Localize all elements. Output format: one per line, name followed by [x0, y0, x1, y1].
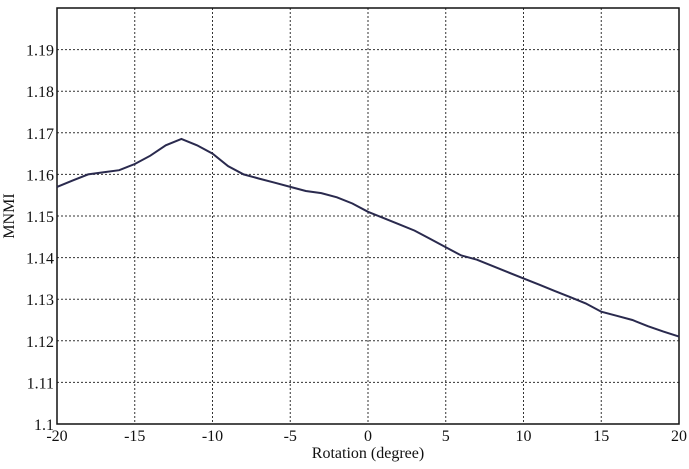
- y-tick-label: 1.13: [26, 292, 54, 309]
- x-tick-label: 5: [442, 428, 450, 445]
- x-axis-label: Rotation (degree): [312, 445, 424, 462]
- axis-ticks: -20 -15 -10 -5 0 5 10 15 20 1.1 1.11 1.12 1.13 1.14 1.…: [26, 43, 687, 445]
- plot-frame: [56, 7, 680, 425]
- y-tick-label: 1.15: [26, 209, 54, 226]
- y-tick-label: 1.19: [26, 43, 54, 60]
- x-tick-label: -20: [46, 428, 67, 445]
- y-tick-label: 1.17: [26, 126, 54, 143]
- y-tick-label: 1.12: [26, 334, 54, 351]
- x-tick-label: -10: [202, 428, 223, 445]
- y-tick-label: 1.11: [27, 375, 54, 392]
- y-tick-label: 1.1: [34, 417, 54, 434]
- x-tick-label: 0: [364, 428, 372, 445]
- y-tick-label: 1.16: [26, 167, 54, 184]
- x-tick-label: 20: [671, 428, 687, 445]
- x-tick-label: 10: [516, 428, 532, 445]
- y-tick-label: 1.18: [26, 84, 54, 101]
- y-tick-label: 1.14: [26, 251, 54, 268]
- x-tick-label: -5: [284, 428, 297, 445]
- grid: [57, 8, 679, 424]
- y-axis-label: MNMI: [1, 193, 18, 238]
- x-tick-label: 15: [593, 428, 609, 445]
- series-line: [56, 137, 680, 338]
- x-tick-label: -15: [124, 428, 145, 445]
